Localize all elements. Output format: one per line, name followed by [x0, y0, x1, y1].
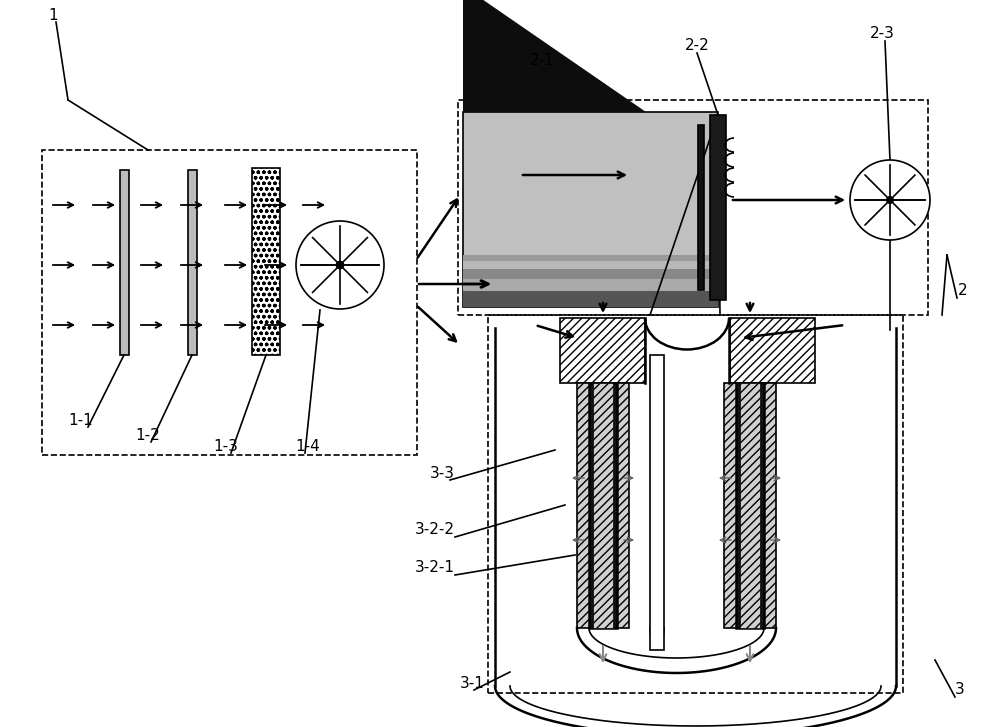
Bar [252, 168, 280, 355]
Circle shape [850, 160, 930, 240]
Text: 1-2: 1-2 [135, 428, 160, 443]
Bar [188, 170, 197, 355]
Bar [463, 269, 718, 279]
Bar [458, 100, 928, 315]
Polygon shape [463, 0, 646, 112]
Bar [120, 170, 129, 355]
Circle shape [336, 262, 344, 268]
Bar [736, 383, 764, 628]
Bar [463, 112, 718, 307]
Bar [488, 315, 903, 693]
Bar [463, 291, 718, 307]
Bar [463, 255, 718, 261]
Bar [710, 115, 726, 300]
Bar [593, 383, 613, 628]
Text: 2-1: 2-1 [530, 53, 555, 68]
Bar [589, 383, 617, 628]
Bar [463, 279, 718, 291]
Text: 1-4: 1-4 [295, 439, 320, 454]
Bar [577, 383, 629, 628]
Bar [560, 318, 645, 383]
Text: 3-2-1: 3-2-1 [415, 560, 455, 575]
Bar [740, 383, 760, 628]
Bar [650, 355, 664, 650]
Circle shape [887, 197, 893, 204]
Text: 1-1: 1-1 [68, 413, 93, 428]
Text: 3-3: 3-3 [430, 466, 455, 481]
Circle shape [296, 221, 384, 309]
Text: 3-1: 3-1 [460, 676, 485, 691]
Bar [698, 125, 704, 290]
Bar [724, 383, 776, 628]
Bar [463, 261, 718, 269]
Text: 2-3: 2-3 [870, 26, 895, 41]
Bar [730, 318, 815, 383]
Text: 2-2: 2-2 [685, 38, 710, 53]
Text: 2: 2 [958, 283, 968, 298]
Text: 1-3: 1-3 [213, 439, 238, 454]
Text: 3: 3 [955, 682, 965, 697]
Text: 3-2-2: 3-2-2 [415, 522, 455, 537]
Bar [42, 150, 417, 455]
Text: 1: 1 [48, 8, 58, 23]
